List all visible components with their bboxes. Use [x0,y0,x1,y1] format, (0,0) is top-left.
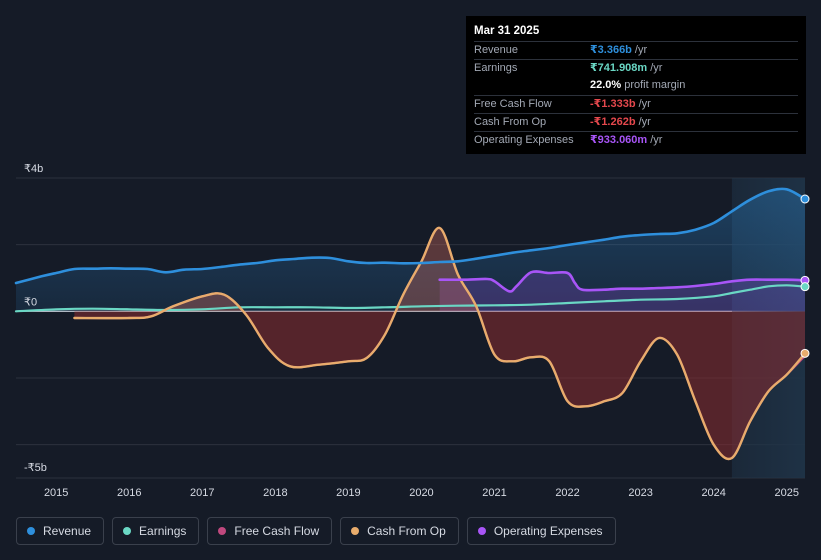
revenue-end-marker [800,194,810,204]
x-axis-labels: 2015 2016 2017 2018 2019 2020 2021 2022 2023 2024… [44,487,799,499]
legend-dot-icon [351,527,360,535]
y-tick-label: ₹0 [24,296,37,308]
tooltip-row-label: Free Cash Flow [474,97,552,110]
legend-free-cash-flow[interactable]: Free Cash Flow [207,517,333,545]
tooltip-row-label [474,77,590,94]
legend-earnings[interactable]: Earnings [112,517,200,545]
x-tick-label: 2021 [482,487,506,499]
tooltip-row: Cash From Op -₹1.262b/yr [474,112,798,131]
tooltip-row-unit: /yr [650,133,663,146]
tooltip-row-unit: /yr [650,62,663,75]
tooltip-row: Earnings ₹741.908m/yr [474,59,798,77]
x-tick-label: 2015 [44,487,68,499]
x-tick-label: 2020 [409,487,433,499]
tooltip-row: Free Cash Flow -₹1.333b/yr [474,94,798,113]
tooltip-row-label: Earnings [474,62,518,75]
tooltip-row: Operating Expenses ₹933.060m/yr [474,130,798,149]
legend-label: Cash From Op [367,524,446,538]
revenue-line [14,187,807,285]
legend-dot-icon [123,527,132,535]
x-tick-label: 2016 [117,487,141,499]
legend-dot-icon [27,527,35,535]
x-tick-label: 2023 [628,487,652,499]
earnings-revenue-chart: ₹4b₹0-₹5b 2015 2016 2017 2018 2019 2020 2021 20… [14,163,810,499]
y-axis-labels: ₹4b ₹0 -₹5b [24,163,47,474]
earnings-end-marker [800,282,810,292]
legend-dot-icon [477,527,486,535]
legend-label: Operating Expenses [493,524,603,538]
legend-dot-icon [218,527,227,535]
y-tick-label: -₹5b [24,462,47,474]
x-tick-label: 2022 [555,487,579,499]
tooltip-row-value: -₹1.333b [590,97,636,110]
cash-from-op-negative-area [74,311,805,459]
tooltip-row-label: Operating Expenses [474,133,574,146]
tooltip-row-value: 22.0% [590,79,622,92]
data-tooltip: Mar 31 2025 Revenue ₹3.366b/yr Earnings ₹74… [466,16,806,154]
legend-label: Revenue [43,524,92,538]
operating-expenses-area [439,271,805,312]
tooltip-date: Mar 31 2025 [474,25,540,37]
tooltip-row: Revenue ₹3.366b/yr [474,41,798,59]
chart-legend: Revenue Earnings Free Cash Flow Cash From O… [16,517,624,545]
cash-from-op-positive-area [74,227,805,312]
series-lines [14,187,807,461]
tooltip-row-value: ₹3.366b [590,44,632,56]
legend-operating-expenses[interactable]: Operating Expenses [466,517,616,545]
legend-label: Earnings [139,524,187,538]
x-tick-label: 2025 [774,487,798,499]
tooltip-row-unit: profit margin [624,79,686,92]
tooltip-row-label: Cash From Op [474,115,547,128]
tooltip-row-unit: /yr [638,97,651,110]
legend-revenue[interactable]: Revenue [16,517,105,545]
tooltip-row: 22.0% profit margin [474,77,798,94]
legend-cash-from-op[interactable]: Cash From Op [340,517,459,545]
tooltip-row-unit: /yr [634,44,648,56]
legend-label: Free Cash Flow [234,524,320,538]
cash-from-op-end-marker [800,348,810,358]
tooltip-row-value: ₹933.060m [590,133,648,146]
y-tick-label: ₹4b [24,163,43,175]
cash-from-op-line [73,226,807,461]
x-tick-label: 2018 [263,487,287,499]
tooltip-row-value: -₹1.262b [590,115,636,128]
x-tick-label: 2019 [336,487,360,499]
tooltip-row-value: ₹741.908m [590,62,648,75]
operating-expenses-line [438,270,807,293]
tooltip-row-label: Revenue [474,44,519,56]
area-fills [16,188,805,459]
end-markers [800,194,810,358]
x-tick-label: 2017 [190,487,214,499]
revenue-area [16,188,805,312]
x-tick-label: 2024 [701,487,725,499]
tooltip-row-unit: /yr [638,115,651,128]
